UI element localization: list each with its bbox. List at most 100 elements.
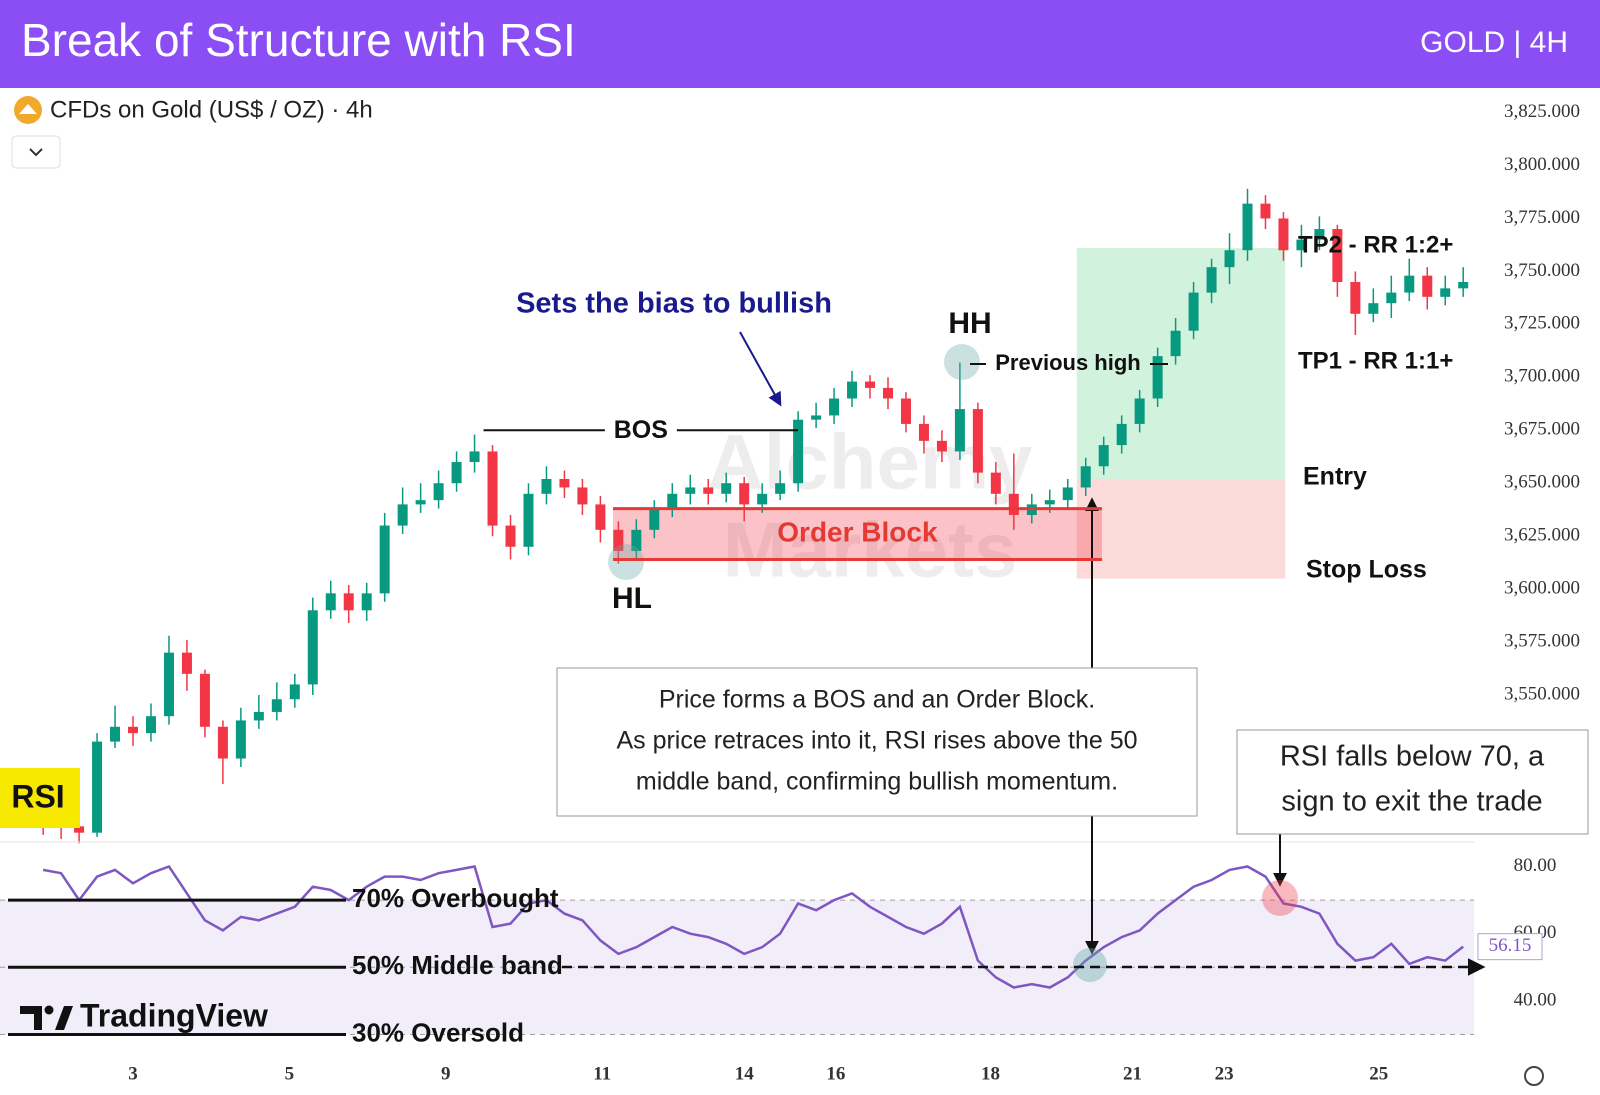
y-tick-label: 3,600.000 — [1504, 577, 1580, 598]
x-tick-label: 14 — [735, 1063, 755, 1084]
candle-body — [649, 508, 660, 530]
candle-body — [900, 398, 911, 424]
candle-body — [685, 487, 696, 494]
x-tick-label: 5 — [285, 1063, 295, 1084]
hl-highlight — [608, 544, 644, 580]
x-tick-label: 9 — [441, 1063, 451, 1084]
candle-body — [936, 440, 947, 452]
rsi-cross-highlight — [1073, 948, 1107, 982]
dropdown-button[interactable] — [11, 135, 61, 169]
data-layer — [38, 188, 1469, 989]
candle-body — [1044, 500, 1055, 505]
bias-annotation: Sets the bias to bullish — [516, 288, 832, 320]
candle-body — [92, 741, 103, 833]
x-tick-label: 18 — [981, 1063, 1000, 1084]
candle-body — [1368, 303, 1379, 314]
exit-note-line: sign to exit the trade — [1281, 786, 1542, 818]
candle-body — [577, 487, 588, 505]
stop-loss-label: Stop Loss — [1306, 556, 1427, 584]
y-tick-label: 3,625.000 — [1504, 525, 1580, 546]
settings-icon[interactable] — [1524, 1066, 1544, 1086]
note-line: Price forms a BOS and an Order Block. — [659, 686, 1095, 714]
candle-body — [1332, 229, 1343, 283]
logo-glyph — [20, 1006, 42, 1030]
candle-body — [775, 483, 786, 494]
candle-body — [415, 500, 426, 505]
rsi-tick-label: 80.00 — [1514, 855, 1557, 876]
rsi-exit-highlight — [1262, 880, 1298, 916]
order-block-label: Order Block — [777, 516, 938, 547]
candle-body — [954, 409, 965, 452]
watermark: Markets — [723, 506, 1018, 594]
candle-body — [613, 529, 624, 551]
candle-body — [523, 493, 534, 547]
candle-body — [865, 381, 876, 388]
candle-body — [235, 720, 246, 759]
bias-arrow — [739, 331, 782, 407]
y-tick-label: 3,725.000 — [1504, 313, 1580, 334]
candle-body — [739, 483, 750, 505]
candle-body — [325, 593, 336, 611]
candle-body — [918, 423, 929, 441]
candle-body — [1458, 282, 1469, 289]
order-block — [612, 508, 1102, 560]
chart-subtitle: GOLD | 4H — [1420, 26, 1568, 59]
candle-body — [1134, 398, 1145, 424]
candle-body — [793, 419, 804, 484]
x-tick-label: 23 — [1215, 1063, 1234, 1084]
candle-body — [757, 493, 768, 505]
symbol-label: CFDs on Gold (US$ / OZ) · 4h — [50, 96, 373, 123]
candle-body — [1116, 423, 1127, 446]
rsi-level-label: 30% Oversold — [352, 1017, 524, 1047]
candle-body — [972, 409, 983, 473]
candle-body — [487, 451, 498, 526]
candle-body — [271, 699, 282, 712]
candle-body — [1062, 487, 1073, 501]
stop-zone — [1076, 478, 1286, 579]
rsi-last-value-box — [1477, 933, 1543, 961]
y-tick-label: 3,550.000 — [1504, 683, 1580, 704]
bos-label: BOS — [614, 416, 668, 444]
y-tick-label: 3,700.000 — [1504, 366, 1580, 387]
rsi-last-value: 56.15 — [1489, 935, 1532, 956]
candle-body — [559, 478, 570, 488]
candle-body — [1008, 493, 1019, 515]
candle-body — [181, 652, 192, 674]
note-box — [556, 667, 1198, 817]
candle-body — [128, 726, 139, 734]
candle-body — [1242, 203, 1253, 251]
candle-body — [990, 472, 1001, 494]
candle-body — [667, 493, 678, 509]
x-tick-label: 11 — [593, 1063, 611, 1084]
previous-high-label: Previous high — [995, 350, 1140, 375]
candle-body — [1260, 203, 1271, 219]
dropdown-chevron — [29, 148, 43, 157]
rsi-level-label: 70% Overbought — [352, 883, 559, 913]
candle-body — [397, 504, 408, 526]
logo-glyph — [55, 1006, 73, 1030]
tradingview-logo: TradingView — [20, 997, 268, 1033]
candle-body — [1080, 466, 1091, 488]
candle-body — [451, 462, 462, 484]
y-tick-label: 3,650.000 — [1504, 472, 1580, 493]
candle-body — [379, 525, 390, 594]
rsi-line — [42, 864, 1464, 989]
candle-body — [1224, 250, 1235, 268]
tp2-label: TP2 - RR 1:2+ — [1298, 231, 1453, 258]
hh-label: HH — [948, 307, 991, 340]
chart-title: Break of Structure with RSI — [21, 14, 576, 66]
candle-body — [307, 610, 318, 685]
header-bar — [0, 0, 1600, 88]
logo-glyph — [44, 1005, 54, 1015]
logo-text: TradingView — [80, 997, 268, 1033]
candle-body — [343, 593, 354, 611]
note-line: As price retraces into it, RSI rises abo… — [616, 727, 1137, 755]
exit-note-line: RSI falls below 70, a — [1280, 741, 1545, 773]
candle-body — [217, 726, 228, 759]
y-tick-label: 3,775.000 — [1504, 207, 1580, 228]
candle-body — [289, 684, 300, 700]
candle-body — [145, 716, 156, 734]
rsi-badge-label: RSI — [11, 778, 64, 814]
